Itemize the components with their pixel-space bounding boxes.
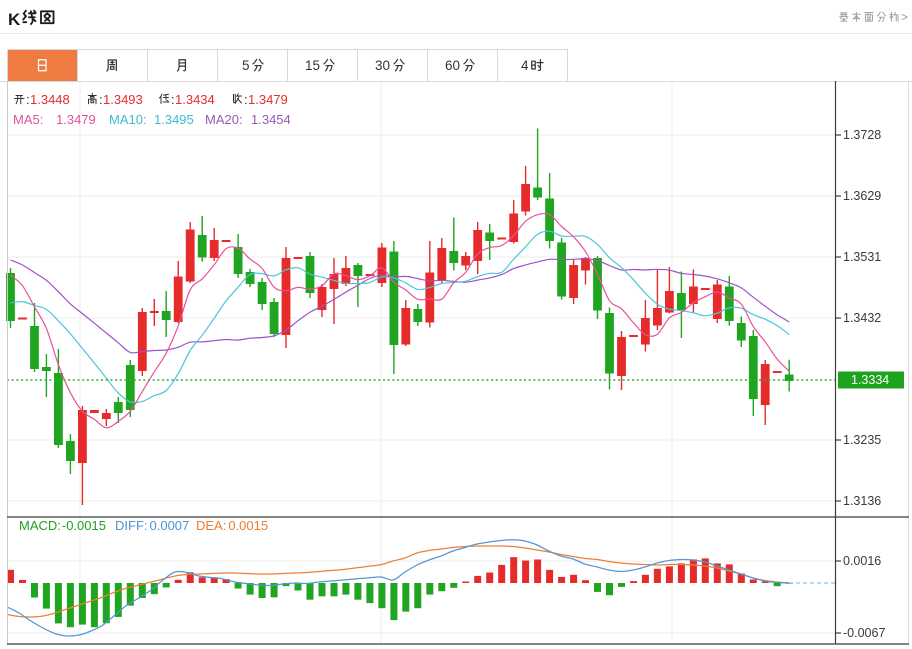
svg-text::: : [99,92,103,107]
svg-text:1.3432: 1.3432 [843,311,881,325]
svg-text:DEA:0.0015: DEA: 0.0015 [196,518,268,533]
svg-text:1.3728: 1.3728 [843,128,881,142]
svg-text::: : [244,92,248,107]
svg-text:30: 30 [375,58,390,73]
svg-text:1.3136: 1.3136 [843,494,881,508]
svg-text:5: 5 [242,58,250,73]
svg-text:15: 15 [305,58,320,73]
svg-text:1.3531: 1.3531 [843,250,881,264]
svg-text:1.3434: 1.3434 [175,92,215,107]
svg-text:MA20: 1.3454: MA20: 1.3454 [205,112,291,127]
svg-text:K: K [8,10,21,29]
svg-text::: : [26,92,30,107]
svg-text:1.3235: 1.3235 [843,433,881,447]
svg-text:1.3479: 1.3479 [248,92,288,107]
svg-text:4: 4 [521,58,529,73]
svg-text:MA10: 1.3495: MA10: 1.3495 [109,112,194,127]
svg-text:MACD:-0.0015: MACD:-0.0015 [19,518,106,533]
svg-text:>: > [901,10,908,24]
svg-text:1.3334: 1.3334 [851,373,889,387]
svg-text:1.3629: 1.3629 [843,189,881,203]
svg-text:60: 60 [445,58,460,73]
svg-text::: : [171,92,175,107]
svg-text:1.3493: 1.3493 [103,92,143,107]
svg-text:DIFF:0.0007: DIFF: 0.0007 [115,518,189,533]
svg-text:1.3448: 1.3448 [30,92,70,107]
svg-text:MA5: 1.3479: MA5: 1.3479 [13,112,96,127]
svg-text:-0.0067: -0.0067 [843,626,885,640]
svg-text:0.0016: 0.0016 [843,554,881,568]
